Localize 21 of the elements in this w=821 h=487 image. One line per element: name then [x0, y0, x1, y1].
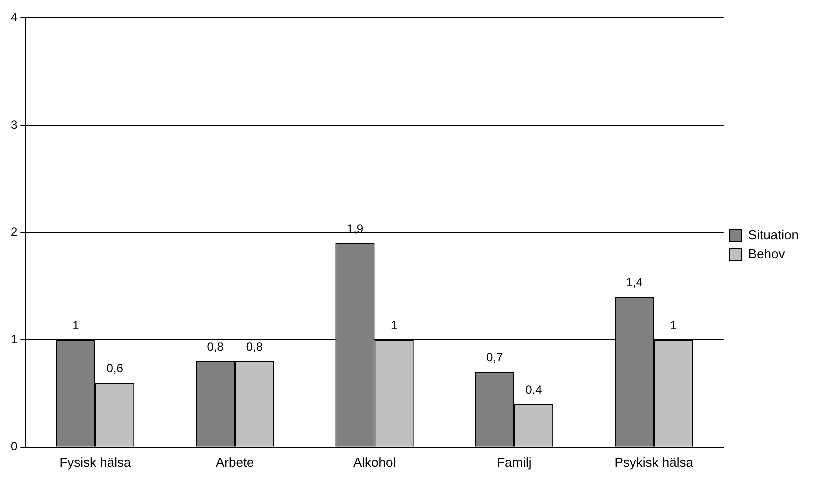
data-label: 0,8 — [246, 340, 264, 354]
y-tick-label: 1 — [10, 332, 18, 346]
data-label: 1,4 — [626, 275, 644, 290]
y-tick-label: 3 — [10, 118, 18, 132]
data-label: 1 — [72, 318, 80, 332]
y-tick-label: 4 — [10, 10, 18, 25]
legend-label: Behov — [748, 246, 786, 262]
x-tick-label: Arbete — [216, 454, 254, 470]
x-tick-label: Alkohol — [353, 454, 396, 470]
legend-label: Situation — [748, 228, 800, 243]
x-tick-label: Fysisk hälsa — [60, 454, 132, 470]
data-label: 0,7 — [486, 350, 504, 365]
data-label: 0,6 — [106, 361, 124, 376]
data-label: 1 — [391, 318, 398, 332]
x-tick-label: Familj — [497, 454, 532, 470]
data-label: 0,8 — [207, 340, 224, 354]
x-tick-label: Psykisk hälsa — [614, 454, 694, 470]
data-label: 0,4 — [526, 382, 543, 397]
y-tick-label: 2 — [10, 225, 18, 240]
y-tick-label: 0 — [10, 440, 18, 454]
data-label: 1 — [670, 318, 678, 332]
